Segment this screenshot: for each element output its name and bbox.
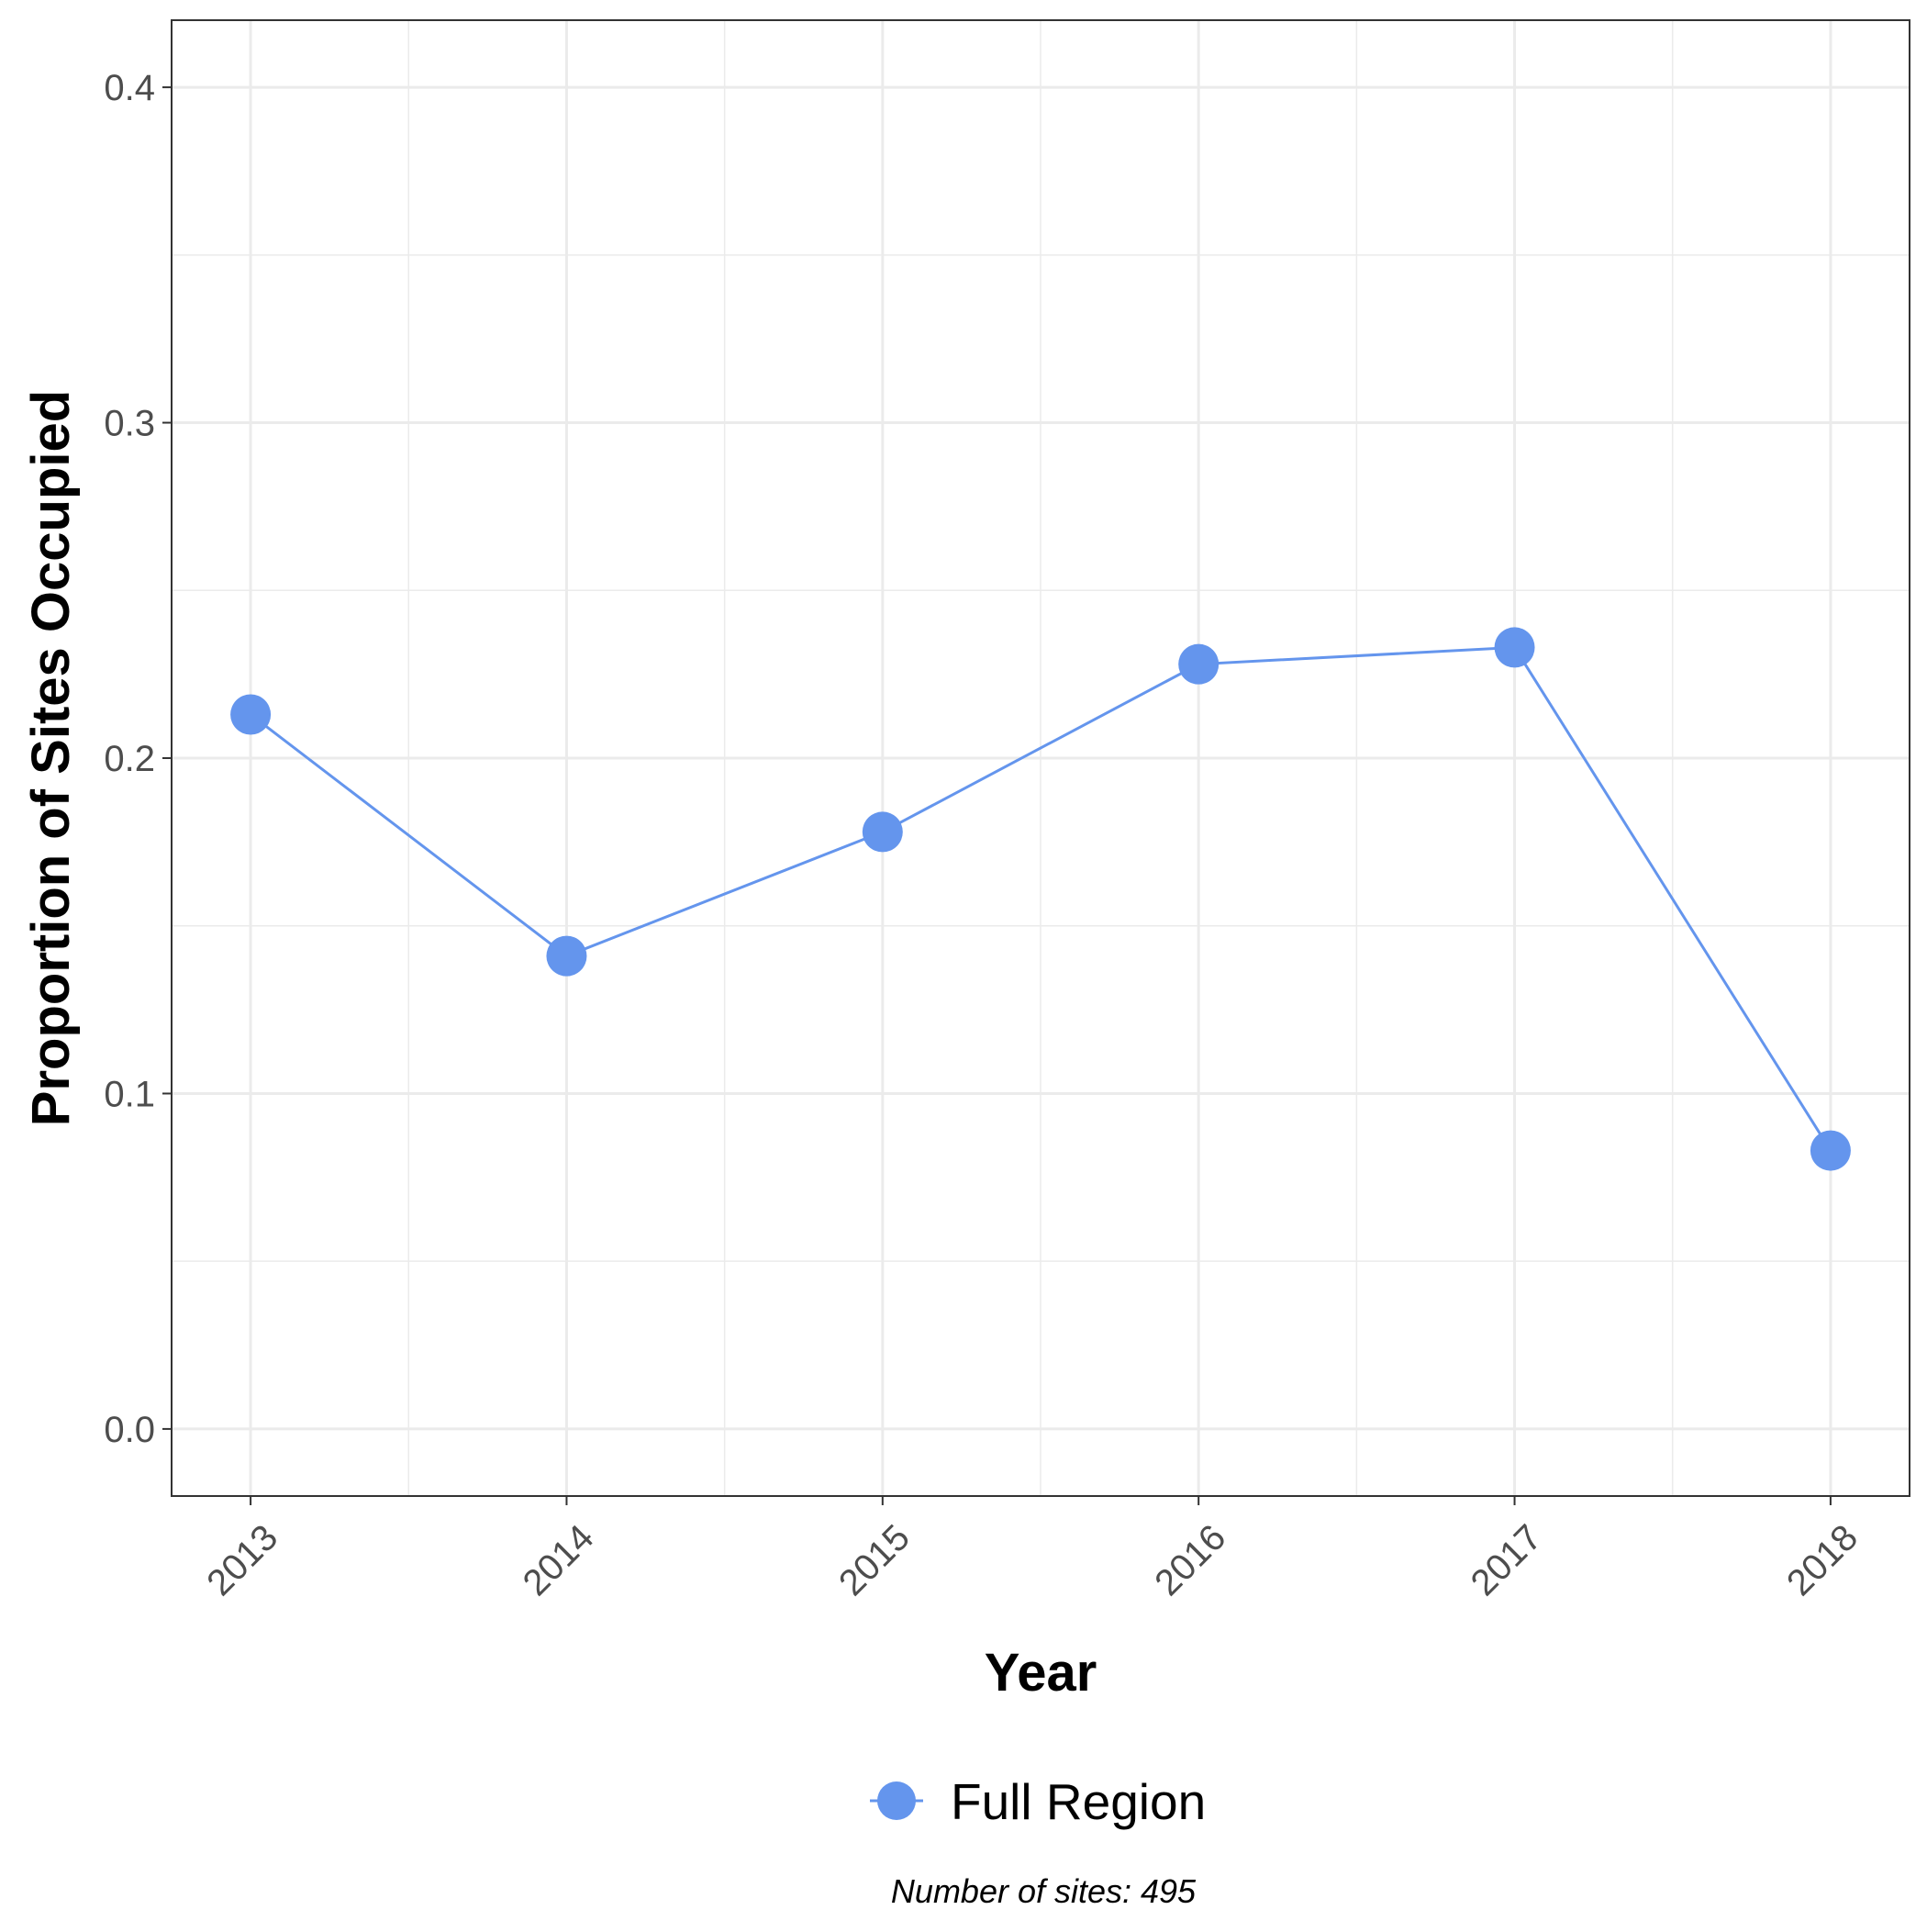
y-axis-title: Proportion of Sites Occupied bbox=[21, 390, 81, 1126]
x-axis-ticks: 2013 2014 2015 2016 2017 2018 bbox=[199, 1496, 1866, 1603]
x-tick-label: 2013 bbox=[199, 1517, 285, 1603]
data-point bbox=[1494, 627, 1535, 668]
legend: Full Region bbox=[870, 1773, 1206, 1830]
legend-point-swatch bbox=[877, 1781, 916, 1820]
data-point bbox=[230, 694, 272, 735]
x-tick-label: 2014 bbox=[516, 1517, 602, 1603]
major-gridlines bbox=[172, 20, 1910, 1496]
x-tick-label: 2017 bbox=[1464, 1517, 1550, 1603]
y-tick-label: 0.1 bbox=[104, 1074, 155, 1114]
y-tick-label: 0.4 bbox=[104, 68, 155, 108]
series-line bbox=[250, 645, 1832, 1152]
x-axis-title: Year bbox=[985, 1643, 1097, 1703]
x-tick-label: 2018 bbox=[1779, 1517, 1866, 1603]
y-axis-ticks: 0.0 0.1 0.2 0.3 0.4 bbox=[104, 68, 172, 1450]
caption-number-of-sites: Number of sites: 495 bbox=[891, 1872, 1197, 1910]
data-point bbox=[862, 811, 903, 853]
legend-label: Full Region bbox=[951, 1773, 1206, 1830]
y-tick-label: 0.3 bbox=[104, 404, 155, 444]
x-tick-label: 2015 bbox=[831, 1517, 918, 1603]
series-layer bbox=[230, 627, 1851, 1171]
y-tick-label: 0.2 bbox=[104, 739, 155, 779]
data-point bbox=[1810, 1130, 1851, 1171]
data-point bbox=[1178, 643, 1220, 685]
y-tick-label: 0.0 bbox=[104, 1410, 155, 1450]
data-point bbox=[546, 935, 587, 977]
x-tick-label: 2016 bbox=[1147, 1517, 1233, 1603]
